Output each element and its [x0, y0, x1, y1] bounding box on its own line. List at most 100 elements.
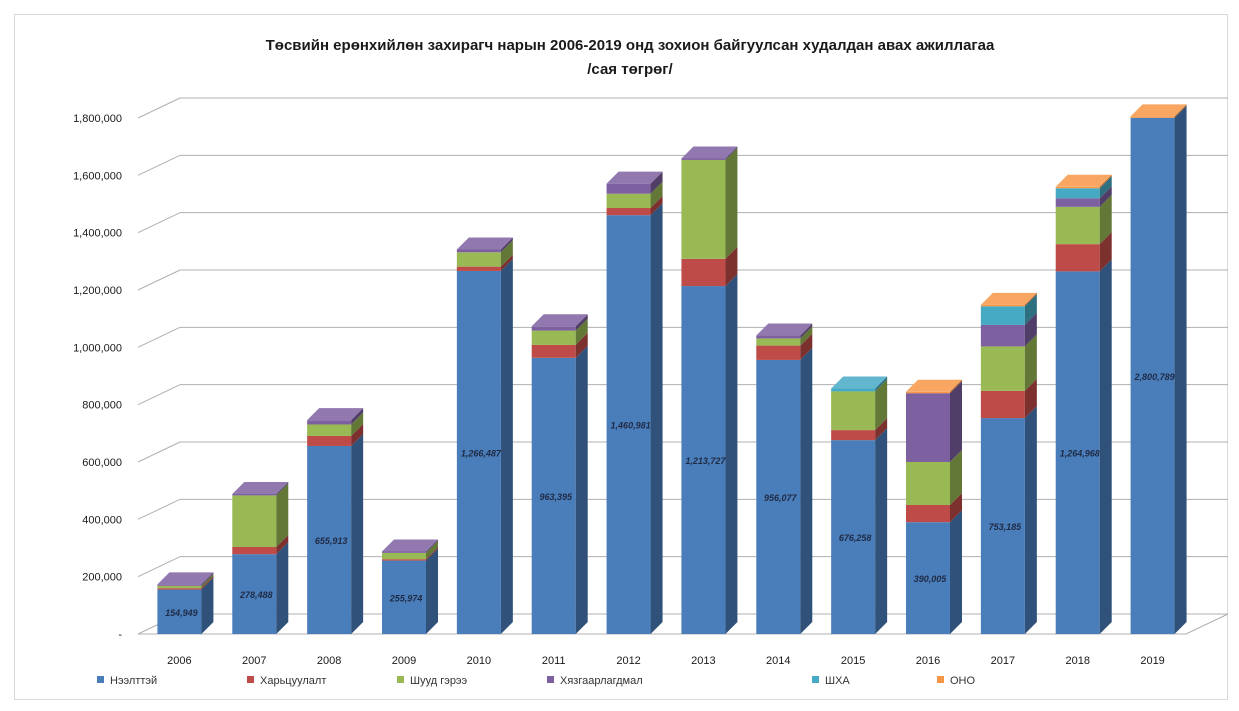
bar-2007-Шууд гэрээ-side — [276, 483, 289, 548]
bar-2006-Нээлттэй-side — [201, 577, 214, 634]
bar-2018-Нээлттэй-side — [1099, 259, 1112, 634]
bar-2014-Нээлттэй — [756, 359, 801, 634]
bar-2006-Нээлттэй — [157, 589, 202, 634]
y-tick-label: 200,000 — [82, 572, 122, 584]
bar-2008-Хязгаарлагдмал — [307, 420, 352, 425]
bar-2007-Нээлттэй-side — [276, 542, 289, 634]
bar-2010-Харьцуулалт — [456, 266, 501, 271]
legend-label: Нээлттэй — [110, 675, 157, 687]
data-label: 1,213,727 — [685, 456, 726, 466]
bar-2008-Шууд гэрээ-side — [351, 412, 364, 436]
bar-2007-Хязгаарлагдмал-top — [232, 481, 289, 494]
legend-swatch — [247, 676, 254, 683]
bar-2015-Нээлттэй-side — [875, 428, 888, 634]
bar-2013-Шууд гэрээ-side — [725, 147, 738, 259]
chart-subtitle: /сая төгрөг/ — [587, 61, 673, 78]
bar-2010-Хязгаарлагдмал-side — [500, 237, 513, 253]
bar-2012-Хязгаарлагдмал-side — [650, 171, 663, 194]
bar-2017-Нээлттэй — [980, 418, 1025, 634]
bar-2008-Хязгаарлагдмал-top — [307, 408, 364, 421]
bar-2009-Нээлттэй-side — [426, 548, 438, 634]
data-label: 676,258 — [839, 533, 872, 543]
bar-2007-Хязгаарлагдмал — [232, 493, 277, 496]
bar-2018-Хязгаарлагдмал — [1055, 198, 1100, 207]
legend-label: Шууд гэрээ — [410, 675, 468, 687]
bar-2014-Харьцуулалт-side — [800, 333, 813, 360]
bar-2018-Шууд гэрээ — [1055, 206, 1100, 245]
data-label: 278,488 — [239, 590, 273, 600]
x-tick-label: 2008 — [317, 655, 341, 667]
x-tick-label: 2019 — [1140, 655, 1164, 667]
y-tick-label: 1,400,000 — [73, 228, 122, 240]
bar-2009-Хязгаарлагдмал-top — [382, 539, 438, 552]
bar-2016-Нээлттэй-side — [950, 510, 962, 634]
bar-2014-Хязгаарлагдмал-side — [800, 323, 813, 339]
bar-2015-ШХА-side — [875, 376, 888, 392]
y-tick-label: 600,000 — [82, 457, 122, 469]
bar-2019-ОНО-side — [1174, 104, 1187, 118]
x-tick-label: 2011 — [542, 655, 566, 667]
data-label: 1,264,968 — [1060, 449, 1100, 459]
bar-2018-ШХА — [1055, 188, 1100, 199]
bar-2016-Шууд гэрээ-side — [950, 449, 962, 505]
bar-2010-Хязгаарлагдмал-top — [456, 237, 513, 250]
bar-2010-Нээлттэй-side — [500, 258, 513, 634]
bar-2011-Нээлттэй — [531, 357, 576, 634]
bar-2011-Хязгаарлагдмал-side — [575, 314, 588, 331]
bar-2015-Харьцуулалт-side — [875, 418, 888, 441]
data-label: 963,395 — [539, 492, 573, 502]
gridline-diagonal — [137, 212, 181, 234]
bar-2017-Нээлттэй-side — [1024, 406, 1037, 634]
bar-2013-Нээлттэй — [681, 286, 726, 634]
bar-2018-Харьцуулалт-side — [1099, 232, 1112, 272]
bar-2013-Хязгаарлагдмал — [681, 158, 726, 160]
bar-2012-Шууд гэрээ-side — [650, 181, 663, 209]
bar-2016-ОНО — [906, 391, 950, 394]
bar-2006-Шууд гэрээ — [157, 585, 202, 589]
bar-2015-ШХА — [831, 388, 876, 392]
bar-2008-Нээлттэй — [307, 445, 352, 634]
y-tick-label: 400,000 — [82, 514, 122, 526]
bar-2010-Нээлттэй — [456, 270, 501, 634]
bar-2008-Хязгаарлагдмал-side — [351, 408, 364, 425]
bar-2007-Харьцуулалт — [232, 547, 277, 555]
bar-2019-Нээлттэй-side — [1174, 105, 1187, 635]
bar-2007-Харьцуулалт-side — [276, 535, 289, 555]
bar-2009-Шууд гэрээ — [382, 552, 426, 560]
gridline-diagonal — [137, 441, 181, 463]
x-tick-label: 2017 — [991, 655, 1015, 667]
bar-2017-ОНО-side — [1024, 292, 1037, 307]
bar-2016-Харьцуулалт-side — [950, 492, 962, 523]
x-tick-label: 2014 — [766, 655, 790, 667]
legend: Нээлттэй Харьцуулалт Шууд гэрээ Хязгаарлагд… — [97, 675, 976, 687]
bar-2013-Хязгаарлагдмал-side — [725, 146, 738, 160]
bar-2013-Шууд гэрээ — [681, 159, 726, 259]
x-tick-label: 2015 — [841, 655, 865, 667]
bar-2008-Харьцуулалт-side — [351, 423, 364, 446]
legend-swatch — [397, 676, 404, 683]
bar-2009-Харьцуулалт-side — [426, 547, 438, 561]
x-tick-label: 2013 — [691, 655, 715, 667]
bar-2018-Харьцуулалт — [1055, 244, 1100, 272]
bar-2017-Шууд гэрээ — [980, 346, 1025, 391]
bar-2010-Шууд гэрээ-side — [500, 240, 513, 267]
data-label: 753,185 — [989, 522, 1023, 532]
bar-2009-Нээлттэй — [382, 560, 426, 634]
bar-2017-Хязгаарлагдмал — [980, 324, 1025, 347]
data-labels: 154,949 278,488 655,913 255,974 1,266,487 963… — [165, 372, 1174, 618]
bar-2016-Харьцуулалт — [906, 504, 950, 523]
data-label: 1,266,487 — [461, 448, 502, 458]
bar-2018-ОНО — [1055, 186, 1100, 189]
bar-2016-Хязгаарлагдмал — [906, 393, 950, 462]
bar-2014-Хязгаарлагдмал-top — [756, 323, 813, 336]
bar-2014-Хязгаарлагдмал — [756, 335, 801, 339]
chart-title: Төсвийн ерөнхийлөн захирагч нарын 2006-2… — [266, 37, 995, 54]
bar-2015-Харьцуулалт — [831, 430, 876, 441]
bar-2016-Хязгаарлагдмал-side — [950, 381, 962, 462]
legend-swatch — [97, 676, 104, 683]
bar-2011-Хязгаарлагдмал-top — [531, 314, 588, 327]
bar-2015-ШХА-top — [831, 376, 888, 389]
gridline-diagonal — [137, 498, 181, 520]
gridline-diagonal — [137, 269, 181, 291]
